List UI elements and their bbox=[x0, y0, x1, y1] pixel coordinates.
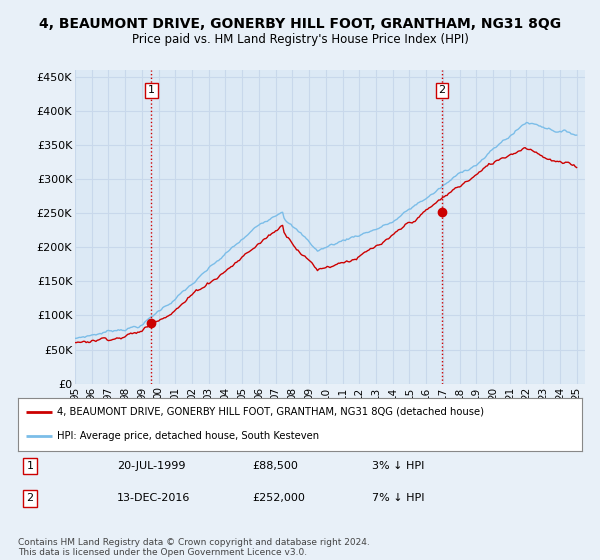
Text: Price paid vs. HM Land Registry's House Price Index (HPI): Price paid vs. HM Land Registry's House … bbox=[131, 32, 469, 46]
Text: 4, BEAUMONT DRIVE, GONERBY HILL FOOT, GRANTHAM, NG31 8QG (detached house): 4, BEAUMONT DRIVE, GONERBY HILL FOOT, GR… bbox=[58, 407, 484, 417]
Text: 13-DEC-2016: 13-DEC-2016 bbox=[117, 493, 190, 503]
Text: £252,000: £252,000 bbox=[252, 493, 305, 503]
Text: 2: 2 bbox=[26, 493, 34, 503]
Text: £88,500: £88,500 bbox=[252, 461, 298, 471]
Text: 7% ↓ HPI: 7% ↓ HPI bbox=[372, 493, 425, 503]
Text: 3% ↓ HPI: 3% ↓ HPI bbox=[372, 461, 424, 471]
Text: HPI: Average price, detached house, South Kesteven: HPI: Average price, detached house, Sout… bbox=[58, 431, 320, 441]
Text: Contains HM Land Registry data © Crown copyright and database right 2024.
This d: Contains HM Land Registry data © Crown c… bbox=[18, 538, 370, 557]
Text: 1: 1 bbox=[148, 86, 155, 95]
Text: 4, BEAUMONT DRIVE, GONERBY HILL FOOT, GRANTHAM, NG31 8QG: 4, BEAUMONT DRIVE, GONERBY HILL FOOT, GR… bbox=[39, 16, 561, 30]
Text: 1: 1 bbox=[26, 461, 34, 471]
Text: 2: 2 bbox=[439, 86, 446, 95]
Text: 20-JUL-1999: 20-JUL-1999 bbox=[117, 461, 185, 471]
